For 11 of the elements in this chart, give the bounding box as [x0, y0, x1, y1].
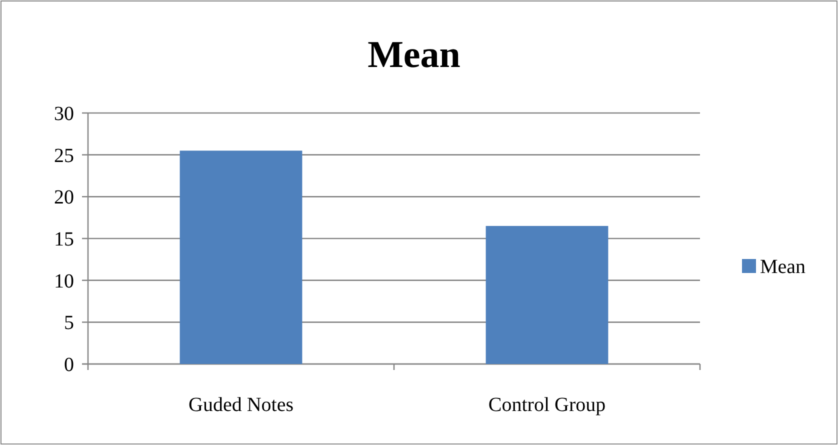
- y-tick-label: 10: [54, 270, 74, 292]
- y-tick-label: 0: [64, 354, 74, 376]
- y-tick-label: 5: [64, 312, 74, 334]
- legend-label: Mean: [760, 256, 806, 278]
- y-tick-label: 20: [54, 186, 74, 209]
- y-tick-label: 25: [54, 144, 74, 167]
- y-tick-label: 30: [54, 103, 74, 125]
- x-tick-label: Guded Notes: [188, 394, 294, 416]
- chart-title: Mean: [368, 34, 460, 76]
- y-tick-label: 15: [54, 228, 74, 250]
- x-tick-label: Control Group: [488, 394, 606, 416]
